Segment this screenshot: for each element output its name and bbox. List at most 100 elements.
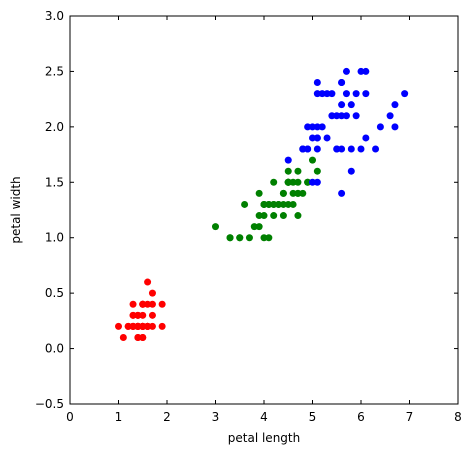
data-point [129,311,137,319]
data-point [338,79,346,87]
data-point [376,123,384,131]
data-point [352,112,360,120]
plot-frame [69,15,459,405]
data-point [313,90,321,98]
data-point [386,112,394,120]
data-point [309,178,316,186]
data-point [338,145,346,153]
data-point [313,123,321,131]
data-point [129,322,137,330]
data-point [304,145,312,153]
data-point [139,322,147,330]
data-point [279,189,287,197]
data-point [309,156,316,164]
data-point [158,300,166,308]
y-tick-label: −0.5 [35,397,64,411]
x-tick-label: 8 [454,410,462,424]
ticks-layer: 0 1 2 3 4 5 6 7 8 −0.5 0.0 0.5 1.0 1.5 2.0 2.5 3.0 [35,9,462,424]
data-point [313,145,321,153]
data-point [148,289,156,297]
data-point [241,200,249,208]
data-point [309,123,316,131]
data-point [323,134,331,142]
data-point [362,67,370,75]
y-tick-label: 1.5 [45,175,64,189]
data-point [342,67,350,75]
data-point [338,112,346,120]
data-point [284,167,292,175]
data-point [279,200,287,208]
data-point [338,189,346,197]
data-point [134,333,142,341]
data-point [255,212,263,220]
data-point [294,212,302,220]
x-tick-label: 5 [309,410,317,424]
data-point [309,134,316,142]
data-point [148,322,156,330]
data-point [299,189,307,197]
data-point [328,112,336,120]
data-point [275,200,283,208]
data-point [333,145,341,153]
y-tick-label: 0.0 [45,342,64,356]
data-point [294,189,302,197]
data-point [270,178,278,186]
data-point [279,212,287,220]
x-tick-label: 2 [163,410,171,424]
data-point [144,322,152,330]
data-point [265,234,273,242]
data-point [148,300,156,308]
x-tick-label: 1 [115,410,123,424]
data-point [313,79,321,87]
data-point [391,123,399,131]
y-tick-label: 2.5 [45,64,64,78]
data-point [342,112,350,120]
data-point [333,112,341,120]
data-point [250,223,258,231]
data-point [313,178,321,186]
data-point [148,311,156,319]
data-point [347,101,355,109]
data-point [270,200,278,208]
data-point [119,333,127,341]
y-axis-label: petal width [9,176,23,243]
data-point [313,134,321,142]
points-layer [115,67,409,341]
x-tick-label: 4 [260,410,268,424]
data-point [313,167,321,175]
data-point [294,178,302,186]
y-tick-label: 3.0 [45,9,64,23]
data-point [338,101,346,109]
data-point [401,90,409,98]
data-point [260,200,268,208]
data-point [304,123,312,131]
data-point [289,189,297,197]
data-point [226,234,234,242]
data-point [260,212,268,220]
data-point [129,300,137,308]
data-point [255,189,263,197]
data-point [255,223,263,231]
x-axis-label: petal length [228,431,300,445]
data-point [357,67,365,75]
data-point [391,101,399,109]
data-point [158,322,166,330]
x-tick-label: 6 [357,410,365,424]
y-tick-label: 0.5 [45,286,64,300]
data-point [236,234,244,242]
data-point [342,90,350,98]
data-point [134,322,142,330]
x-tick-label: 7 [406,410,414,424]
data-point [144,278,152,286]
data-point [144,300,152,308]
data-point [299,145,307,153]
data-point [294,167,302,175]
data-point [139,333,147,341]
data-point [115,322,122,330]
data-point [318,123,326,131]
data-point [357,145,365,153]
data-point [260,234,268,242]
x-tick-label: 3 [212,410,220,424]
data-point [134,311,142,319]
